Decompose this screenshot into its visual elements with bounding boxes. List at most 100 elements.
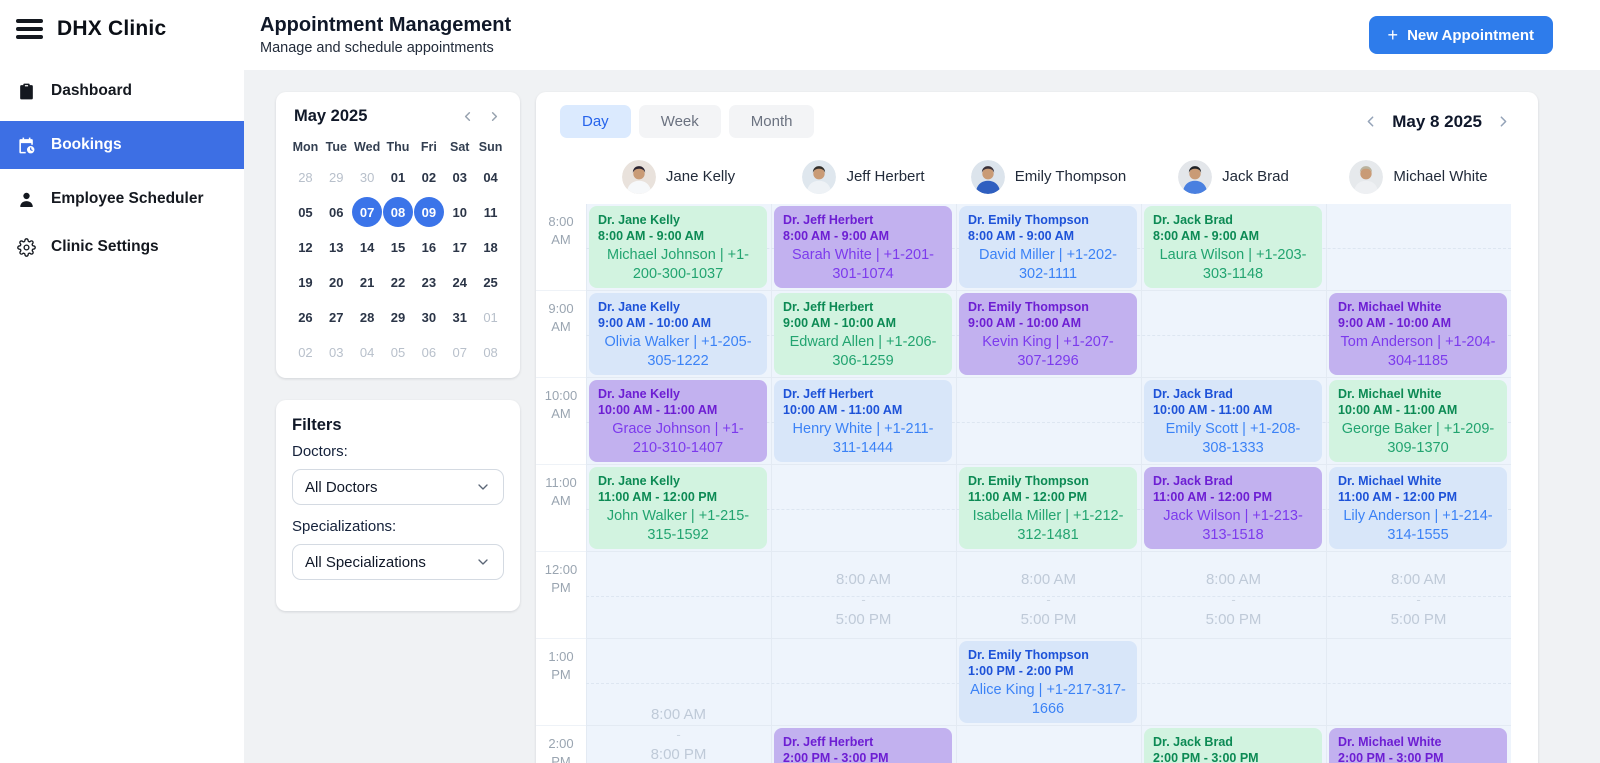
appointment-card[interactable]: Dr. Jeff Herbert 8:00 AM - 9:00 AM Sarah W… [774, 206, 952, 288]
appointment-time: 11:00 AM - 12:00 PM [1153, 490, 1273, 505]
time-slot[interactable] [1141, 639, 1326, 726]
calendar-day[interactable]: 13 [329, 239, 344, 255]
time-slot[interactable] [956, 726, 1141, 763]
calendar-day[interactable]: 10 [452, 204, 467, 220]
calendar-day[interactable]: 23 [421, 274, 437, 290]
calendar-day[interactable]: 14 [359, 239, 375, 255]
calendar-day[interactable]: 06 [329, 204, 344, 220]
appointment-patient: Isabella Miller | +1-212-312-1481 [972, 507, 1124, 543]
appointment-card[interactable]: Dr. Jane Kelly 11:00 AM - 12:00 PM John Wa… [589, 467, 767, 549]
time-slot[interactable] [1141, 552, 1326, 639]
time-slot[interactable] [1326, 552, 1511, 639]
tab-day[interactable]: Day [560, 105, 631, 138]
doctor-column-header: Michael White [1326, 159, 1511, 194]
calendar-day[interactable]: 21 [359, 274, 375, 290]
tab-month[interactable]: Month [728, 105, 815, 138]
calendar-day[interactable]: 30 [359, 169, 375, 185]
appointment-card[interactable]: Dr. Jack Brad 8:00 AM - 9:00 AM Laura Wils… [1144, 206, 1322, 288]
appointment-card[interactable]: Dr. Jane Kelly 10:00 AM - 11:00 AM Grace J… [589, 380, 767, 462]
time-slot[interactable] [586, 726, 771, 763]
time-label: 12:00 PM [536, 552, 586, 639]
calendar-day[interactable]: 20 [329, 274, 344, 290]
calendar-day[interactable]: 25 [483, 274, 498, 290]
time-slot[interactable] [771, 552, 956, 639]
menu-icon[interactable] [16, 19, 43, 39]
calendar-day[interactable]: 04 [359, 344, 375, 360]
time-slot[interactable] [586, 639, 771, 726]
appointment-card[interactable]: Dr. Michael White 10:00 AM - 11:00 AM Geor… [1329, 380, 1507, 462]
calendar-day[interactable]: 30 [421, 309, 437, 325]
sidebar-item-clinic-settings[interactable]: Clinic Settings [0, 223, 244, 271]
time-slot[interactable] [771, 465, 956, 552]
prev-day-button[interactable] [1360, 111, 1381, 132]
appointment-card[interactable]: Dr. Jeff Herbert 9:00 AM - 10:00 AM Edward… [774, 293, 952, 375]
appointment-time: 11:00 AM - 12:00 PM [598, 490, 718, 505]
tab-week[interactable]: Week [638, 105, 721, 138]
appointment-doctor: Dr. Michael White [1338, 300, 1442, 314]
calendar-day[interactable]: 08 [483, 344, 498, 360]
appointment-card[interactable]: Dr. Jeff Herbert 10:00 AM - 11:00 AM Henry… [774, 380, 952, 462]
calendar-day[interactable]: 24 [452, 274, 467, 290]
calendar-day[interactable]: 02 [298, 344, 313, 360]
time-slot[interactable] [956, 552, 1141, 639]
calendar-day[interactable]: 05 [298, 204, 313, 220]
specializations-select[interactable]: All Specializations [292, 544, 504, 580]
calendar-day[interactable]: 01 [390, 169, 406, 185]
next-month-button[interactable] [485, 107, 504, 126]
calendar-day[interactable]: 07 [452, 344, 467, 360]
calendar-day[interactable]: 27 [329, 309, 344, 325]
sidebar-item-label: Employee Scheduler [51, 190, 204, 207]
calendar-day[interactable]: 11 [483, 204, 498, 220]
calendar-day[interactable]: 18 [483, 239, 498, 255]
calendar-day[interactable]: 19 [298, 274, 313, 290]
sidebar-item-dashboard[interactable]: Dashboard [0, 67, 244, 115]
sidebar-item-bookings[interactable]: Bookings [0, 121, 244, 169]
doctors-filter-label: Doctors: [292, 443, 348, 460]
next-day-button[interactable] [1493, 111, 1514, 132]
calendar-day[interactable]: 29 [390, 309, 406, 325]
calendar-day[interactable]: 07 [352, 197, 383, 227]
appointment-card[interactable]: Dr. Michael White 11:00 AM - 12:00 PM Lily… [1329, 467, 1507, 549]
appointment-card[interactable]: Dr. Jane Kelly 8:00 AM - 9:00 AM Michael J… [589, 206, 767, 288]
calendar-day[interactable]: 31 [452, 309, 467, 325]
appointment-card[interactable]: Dr. Michael White 2:00 PM - 3:00 PM [1329, 728, 1507, 763]
time-slot[interactable] [1141, 291, 1326, 378]
calendar-day[interactable]: 06 [421, 344, 437, 360]
calendar-day[interactable]: 16 [421, 239, 437, 255]
calendar-day[interactable]: 17 [452, 239, 467, 255]
appointment-card[interactable]: Dr. Jack Brad 10:00 AM - 11:00 AM Emily Sc… [1144, 380, 1322, 462]
calendar-day[interactable]: 12 [298, 239, 313, 255]
appointment-card[interactable]: Dr. Michael White 9:00 AM - 10:00 AM Tom A… [1329, 293, 1507, 375]
calendar-day[interactable]: 09 [413, 197, 444, 227]
appointment-card[interactable]: Dr. Emily Thompson 1:00 PM - 2:00 PM Alice… [959, 641, 1137, 723]
sidebar-item-employee-scheduler[interactable]: Employee Scheduler [0, 175, 244, 223]
calendar-day[interactable]: 15 [390, 239, 406, 255]
time-slot[interactable] [771, 639, 956, 726]
calendar-day[interactable]: 28 [359, 309, 375, 325]
time-slot[interactable] [956, 378, 1141, 465]
new-appointment-button[interactable]: + New Appointment [1368, 16, 1553, 54]
appointment-card[interactable]: Dr. Emily Thompson 8:00 AM - 9:00 AM David… [959, 206, 1137, 288]
calendar-day[interactable]: 02 [421, 169, 437, 185]
appointment-card[interactable]: Dr. Jack Brad 11:00 AM - 12:00 PM Jack Wil… [1144, 467, 1322, 549]
appointment-card[interactable]: Dr. Jane Kelly 9:00 AM - 10:00 AM Olivia W… [589, 293, 767, 375]
calendar-day[interactable]: 01 [483, 309, 498, 325]
calendar-day[interactable]: 04 [483, 169, 498, 185]
calendar-day[interactable]: 28 [298, 169, 313, 185]
calendar-day[interactable]: 05 [390, 344, 406, 360]
calendar-day[interactable]: 03 [452, 169, 467, 185]
calendar-day[interactable]: 03 [329, 344, 344, 360]
time-slot[interactable] [586, 552, 771, 639]
calendar-day[interactable]: 26 [298, 309, 313, 325]
calendar-day[interactable]: 08 [382, 197, 413, 227]
time-slot[interactable] [1326, 204, 1511, 291]
appointment-card[interactable]: Dr. Emily Thompson 11:00 AM - 12:00 PM Isa… [959, 467, 1137, 549]
doctors-select[interactable]: All Doctors [292, 469, 504, 505]
appointment-card[interactable]: Dr. Jack Brad 2:00 PM - 3:00 PM [1144, 728, 1322, 763]
calendar-day[interactable]: 29 [329, 169, 344, 185]
prev-month-button[interactable] [458, 107, 477, 126]
time-slot[interactable] [1326, 639, 1511, 726]
calendar-day[interactable]: 22 [390, 274, 406, 290]
appointment-card[interactable]: Dr. Jeff Herbert 2:00 PM - 3:00 PM [774, 728, 952, 763]
appointment-card[interactable]: Dr. Emily Thompson 9:00 AM - 10:00 AM Kevi… [959, 293, 1137, 375]
